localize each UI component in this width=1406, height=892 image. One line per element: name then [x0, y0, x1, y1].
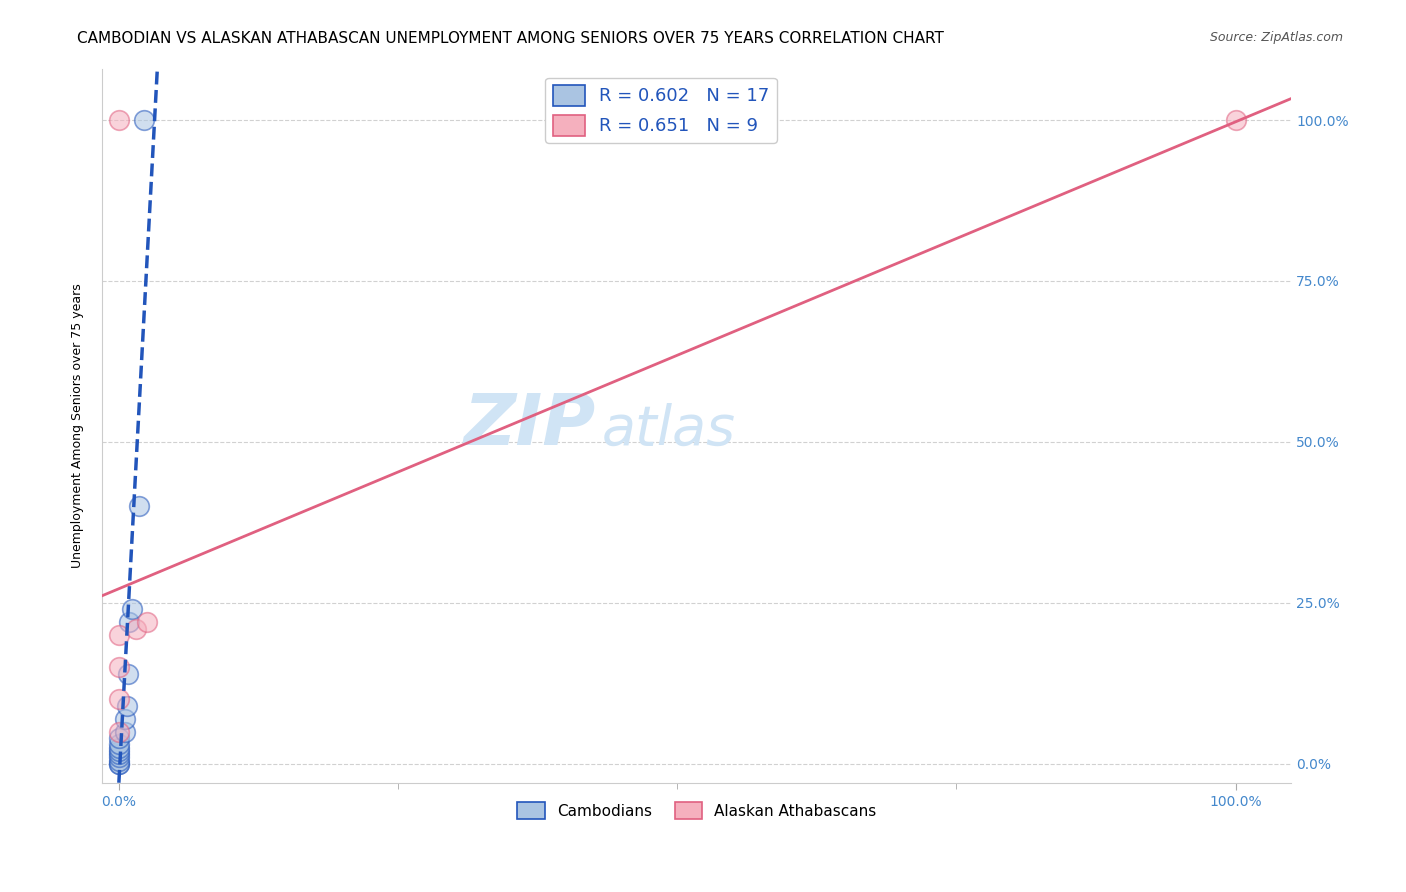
- Point: [108, 744, 131, 758]
- Point: [108, 628, 131, 642]
- Point: [114, 712, 136, 726]
- Point: [128, 500, 150, 514]
- Text: ZIP: ZIP: [464, 392, 596, 460]
- Text: Source: ZipAtlas.com: Source: ZipAtlas.com: [1209, 31, 1343, 45]
- Point: [108, 692, 131, 706]
- Point: [108, 756, 131, 771]
- Point: [108, 740, 131, 755]
- Point: [108, 731, 131, 745]
- Point: [108, 660, 131, 674]
- Text: atlas: atlas: [602, 403, 735, 456]
- Point: [108, 756, 131, 771]
- Legend: Cambodians, Alaskan Athabascans: Cambodians, Alaskan Athabascans: [510, 796, 883, 825]
- Point: [1225, 113, 1247, 128]
- Point: [132, 113, 155, 128]
- Point: [108, 750, 131, 764]
- Point: [108, 754, 131, 768]
- Point: [115, 698, 138, 713]
- Point: [108, 738, 131, 752]
- Point: [114, 724, 136, 739]
- Point: [108, 747, 131, 761]
- Point: [136, 615, 159, 629]
- Point: [121, 602, 143, 616]
- Point: [118, 615, 141, 629]
- Point: [125, 622, 148, 636]
- Point: [108, 724, 131, 739]
- Point: [108, 113, 131, 128]
- Y-axis label: Unemployment Among Seniors over 75 years: Unemployment Among Seniors over 75 years: [72, 284, 84, 568]
- Point: [117, 666, 139, 681]
- Text: CAMBODIAN VS ALASKAN ATHABASCAN UNEMPLOYMENT AMONG SENIORS OVER 75 YEARS CORRELA: CAMBODIAN VS ALASKAN ATHABASCAN UNEMPLOY…: [77, 31, 945, 46]
